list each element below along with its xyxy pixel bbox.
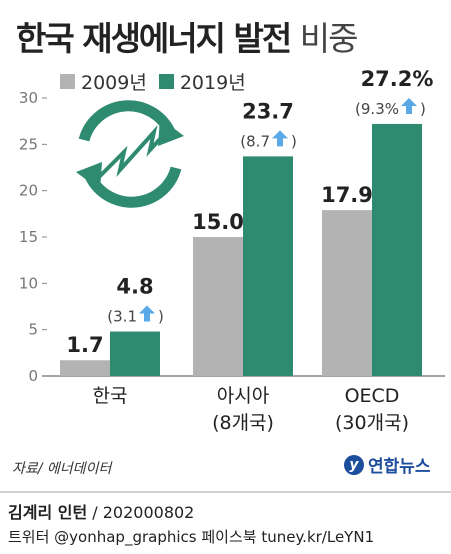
- credit-name: 김계리 인턴: [8, 503, 88, 522]
- value-label-2019: 23.7: [242, 99, 294, 123]
- bar-2019: [110, 331, 160, 376]
- legend-swatch-2019: [158, 74, 174, 89]
- credit-date: / 202000802: [87, 503, 195, 522]
- bar-2009: [60, 360, 110, 376]
- increase-arrow-icon: [139, 305, 155, 322]
- legend-label-2019: 2019년: [179, 72, 246, 94]
- bars: [60, 123, 422, 377]
- category-label: OECD: [345, 385, 400, 407]
- title-bold: 한국 재생에너지 발전: [16, 19, 292, 58]
- y-tick-label: 5: [28, 321, 38, 339]
- bar-chart: 0 5 10 15 20 25 30 1.7 15.0 17.9 4.8 (3.1) 23.7 (8.7…: [19, 67, 445, 434]
- increase-paren: ): [420, 100, 426, 118]
- bar-2019: [243, 156, 293, 376]
- category-label: 아시아: [217, 385, 269, 407]
- increase-label: (8.7: [240, 132, 270, 150]
- y-tick-label: 20: [19, 182, 38, 200]
- y-tick-label: 10: [19, 274, 38, 292]
- bar-2009: [193, 237, 243, 376]
- y-tick-label: 30: [19, 89, 38, 107]
- increase-paren: ): [291, 132, 297, 150]
- chart-title: 한국 재생에너지 발전 비중: [16, 12, 359, 60]
- bar-2019: [372, 123, 422, 377]
- increase-arrow-icon: [272, 130, 288, 147]
- bar-2009: [322, 210, 372, 376]
- credit-line-2: 트위터 @yonhap_graphics 페이스북 tuney.kr/LeYN1: [8, 528, 375, 546]
- y-tick-label: 15: [19, 228, 38, 246]
- value-label-2009: 15.0: [192, 210, 244, 234]
- credit-line-1: 김계리 인턴 / 202000802: [8, 499, 194, 523]
- value-label-2019: 27.2%: [361, 67, 434, 91]
- infographic-card: 한국 재생에너지 발전 비중 2009년 2019년 0 5 10 15 20 25 30 …: [0, 12, 451, 493]
- renewable-energy-cycle-icon: [76, 100, 184, 208]
- increase-arrow-icon: [401, 97, 417, 114]
- category-label: (8개국): [212, 412, 274, 434]
- labels: 1.7 15.0 17.9 4.8 (3.1) 23.7 (8.7) 27.2% (9.3%) 한…: [66, 67, 433, 434]
- value-label-2009: 1.7: [66, 333, 103, 357]
- title-light: 비중: [299, 19, 359, 58]
- increase-label: (9.3%: [355, 100, 399, 118]
- legend-item-2009: 2009년: [60, 68, 147, 95]
- source-note: 자료/ 에너데이터: [12, 461, 112, 477]
- increase-paren: ): [158, 308, 164, 326]
- increase-label: (3.1: [107, 308, 137, 326]
- legend-item-2019: 2019년: [158, 68, 246, 95]
- category-label: 한국: [93, 385, 128, 407]
- y-tick-label: 25: [19, 135, 38, 153]
- category-label: (30개국): [335, 412, 409, 434]
- value-label-2019: 4.8: [116, 275, 153, 299]
- yonhap-logo: y 연합뉴스: [344, 452, 431, 477]
- legend: 2009년 2019년: [60, 68, 258, 95]
- logo-text: 연합뉴스: [368, 457, 431, 477]
- legend-swatch-2009: [60, 74, 75, 89]
- y-tick-label: 0: [28, 367, 38, 385]
- legend-label-2009: 2009년: [81, 72, 147, 94]
- value-label-2009: 17.9: [321, 183, 373, 207]
- yonhap-logo-icon: y: [344, 454, 364, 475]
